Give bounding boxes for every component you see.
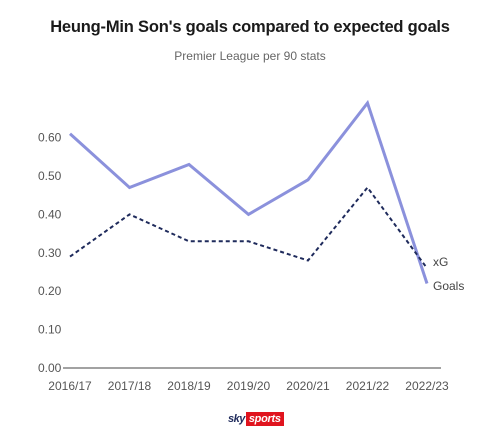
sky-sports-logo: sky sports bbox=[228, 411, 284, 427]
logo-sports-text: sports bbox=[245, 412, 284, 426]
x-tick-label: 2020/21 bbox=[286, 379, 330, 393]
x-tick-label: 2021/22 bbox=[346, 379, 390, 393]
x-tick-label: 2022/23 bbox=[405, 379, 449, 393]
y-tick-label: 0.00 bbox=[38, 361, 62, 375]
x-tick-label: 2016/17 bbox=[48, 379, 92, 393]
y-tick-label: 0.60 bbox=[38, 131, 62, 145]
y-tick-label: 0.50 bbox=[38, 169, 62, 183]
x-tick-label: 2018/19 bbox=[167, 379, 211, 393]
y-tick-label: 0.10 bbox=[38, 323, 62, 337]
series-line-goals bbox=[68, 99, 429, 284]
series-label-xg: xG bbox=[433, 255, 448, 269]
series-line-xg bbox=[69, 185, 428, 269]
series-label-goals: Goals bbox=[433, 279, 464, 293]
series-lines bbox=[68, 99, 429, 284]
y-tick-label: 0.40 bbox=[38, 207, 62, 221]
chart-title: Heung-Min Son's goals compared to expect… bbox=[50, 18, 450, 36]
chart-subtitle: Premier League per 90 stats bbox=[174, 49, 326, 63]
series-labels: Goals xG bbox=[433, 255, 464, 293]
logo-sky-text: sky bbox=[228, 413, 245, 425]
x-tick-label: 2017/18 bbox=[108, 379, 152, 393]
x-tick-label: 2019/20 bbox=[227, 379, 271, 393]
y-tick-label: 0.30 bbox=[38, 246, 62, 260]
x-axis-ticks: 2016/17 2017/18 2018/19 2019/20 2020/21 2021/… bbox=[48, 379, 449, 393]
y-tick-label: 0.20 bbox=[38, 284, 62, 298]
y-axis-ticks: 0.00 0.10 0.20 0.30 0.40 0.50 0.60 bbox=[38, 131, 62, 375]
